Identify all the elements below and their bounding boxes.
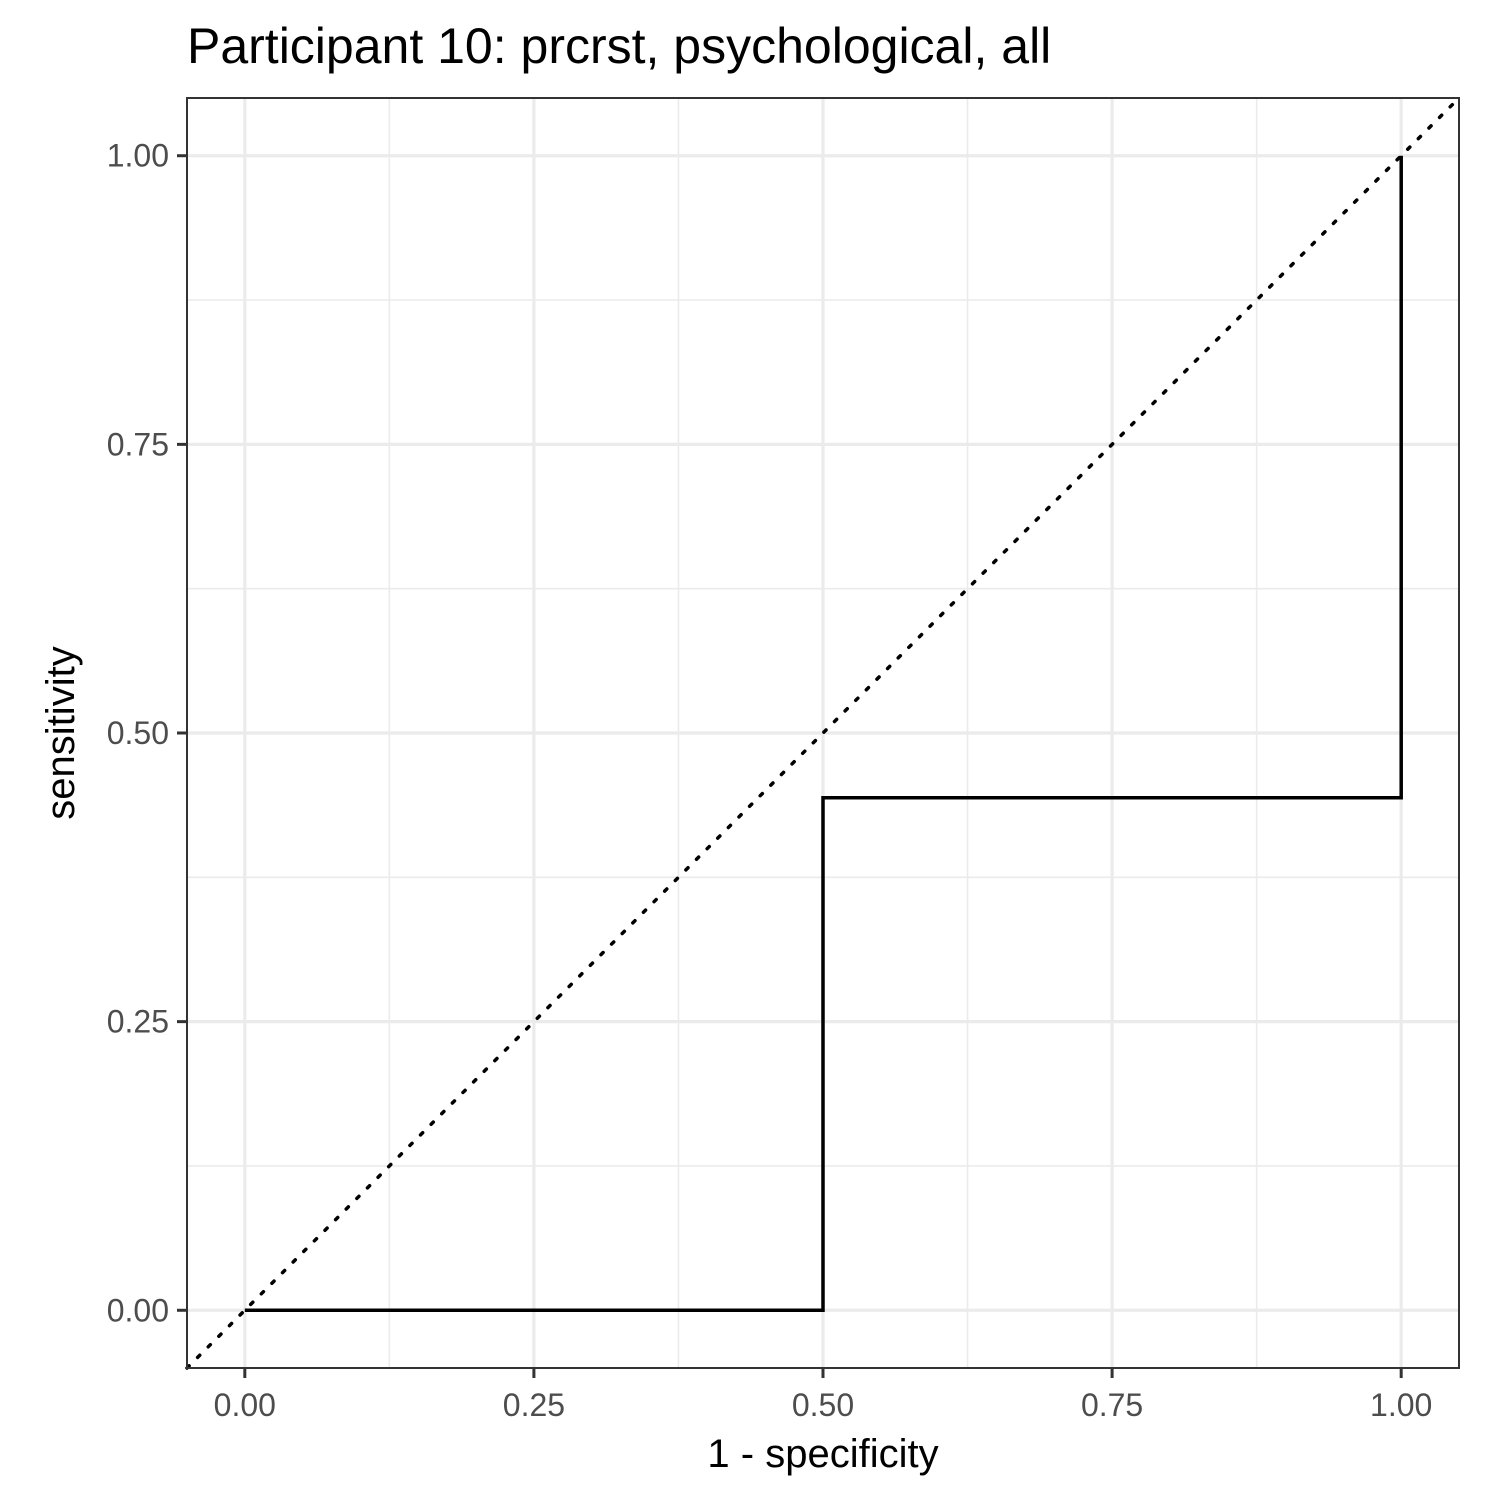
y-tick-label: 0.50 [107,715,169,751]
y-tick-label: 1.00 [107,138,169,174]
x-tick-label: 0.75 [1081,1387,1143,1423]
y-axis: 0.00 0.25 0.50 0.75 1.00 [107,138,187,1328]
x-axis-title: 1 - specificity [707,1432,938,1476]
x-tick-label: 1.00 [1370,1387,1432,1423]
reference-diagonal-line [185,96,1461,1370]
y-tick-label: 0.25 [107,1004,169,1040]
x-axis: 0.00 0.25 0.50 0.75 1.00 [214,1368,1432,1423]
roc-curve [244,155,1403,1313]
y-tick-label: 0.00 [107,1292,169,1328]
x-tick-label: 0.00 [214,1387,276,1423]
y-tick-label: 0.75 [107,426,169,462]
chart-title: Participant 10: prcrst, psychological, a… [187,18,1051,74]
y-axis-title: sensitivity [39,646,83,819]
x-tick-label: 0.50 [792,1387,854,1423]
x-tick-label: 0.25 [503,1387,565,1423]
plot-lines [185,96,1461,1370]
